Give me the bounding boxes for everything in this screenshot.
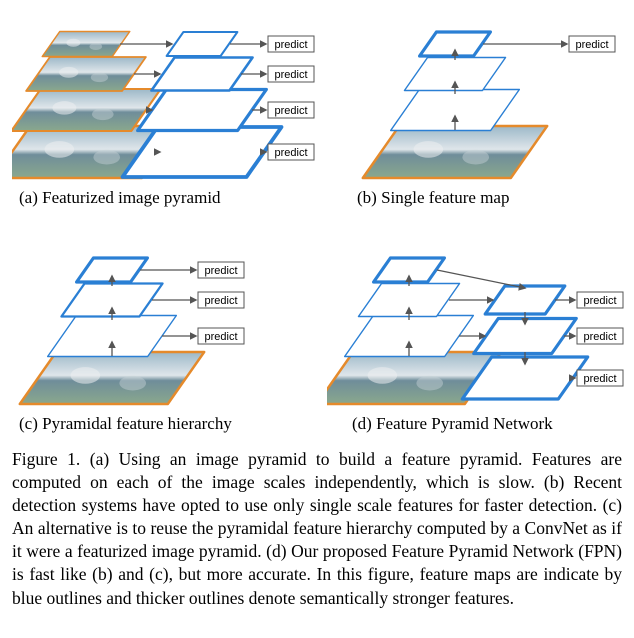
svg-text:predict: predict <box>274 69 307 81</box>
panel-d: predictpredictpredict (d) Feature Pyrami… <box>327 238 632 434</box>
panel-a: predictpredictpredictpredict (a) Featuri… <box>12 12 317 208</box>
svg-text:predict: predict <box>575 39 608 51</box>
panel-b-svg: predict <box>335 12 625 182</box>
panel-b: predict (b) Single feature map <box>327 12 632 208</box>
svg-text:predict: predict <box>583 373 616 385</box>
figure-caption: Figure 1. (a) Using an image pyramid to … <box>12 448 622 610</box>
caption-c: (c) Pyramidal feature hierarchy <box>5 414 324 434</box>
svg-text:predict: predict <box>583 295 616 307</box>
svg-text:predict: predict <box>274 147 307 159</box>
caption-d: (d) Feature Pyramid Network <box>302 414 634 434</box>
caption-b: (b) Single feature map <box>297 188 634 208</box>
svg-text:predict: predict <box>274 105 307 117</box>
panel-a-svg: predict predict predict predict <box>12 12 317 182</box>
svg-text:predict: predict <box>583 331 616 343</box>
panel-c: predictpredictpredict (c) Pyramidal feat… <box>12 238 317 434</box>
figure-grid: predictpredictpredictpredict (a) Featuri… <box>12 12 622 434</box>
svg-text:predict: predict <box>204 265 237 277</box>
svg-text:predict: predict <box>204 295 237 307</box>
caption-a: (a) Featurized image pyramid <box>5 188 324 208</box>
svg-text:predict: predict <box>204 331 237 343</box>
svg-text:predict: predict <box>274 39 307 51</box>
panel-d-svg: predict predict predict <box>327 238 632 408</box>
panel-c-svg: predict predict predict <box>12 238 317 408</box>
